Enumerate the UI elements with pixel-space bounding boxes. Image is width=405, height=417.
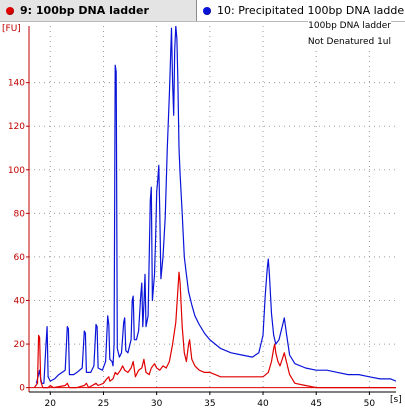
tab-sample-10[interactable]: 10: Precipitated 100bp DNA ladder [197,0,405,21]
y-tick-label: 120 [8,122,25,132]
x-tick-label: 25 [98,399,109,409]
annotation-line-1: 100bp DNA ladder [308,20,391,33]
x-tick-label: 30 [151,399,163,409]
series-line-sample-9 [33,271,396,389]
y-tick-label: 140 [8,79,25,89]
electropherogram-chart: 0 20 40 60 80 100 120 140 20 25 30 35 40 45 50 [8,26,396,409]
series-line-sample-10 [35,26,396,384]
x-axis-label: [s] [390,395,402,405]
y-tick-label: 0 [19,384,25,394]
sample-tab-bar: 9: 100bp DNA ladder 10: Precipitated 100… [0,0,405,22]
y-tick-label: 80 [14,209,26,219]
blue-dot-icon [203,6,211,15]
y-tick-label: 40 [14,297,26,307]
x-tick-label: 20 [45,399,57,409]
annotation-line-2: Not Denatured 1ul [307,36,391,49]
tab-sample-9[interactable]: 9: 100bp DNA ladder [0,0,197,21]
y-tick-label: 100 [8,166,25,176]
x-tick-label: 35 [204,399,215,409]
y-tick-label: 60 [14,253,26,263]
x-tick-label: 40 [257,399,269,409]
red-dot-icon [6,6,14,15]
x-tick-label: 45 [310,399,321,409]
tab-sample-9-label: 9: 100bp DNA ladder [20,4,149,17]
y-tick-label: 20 [14,340,26,350]
x-tick-label: 50 [364,399,376,409]
y-axis-label: [FU] [2,24,21,34]
tab-sample-10-label: 10: Precipitated 100bp DNA ladder [217,4,405,17]
